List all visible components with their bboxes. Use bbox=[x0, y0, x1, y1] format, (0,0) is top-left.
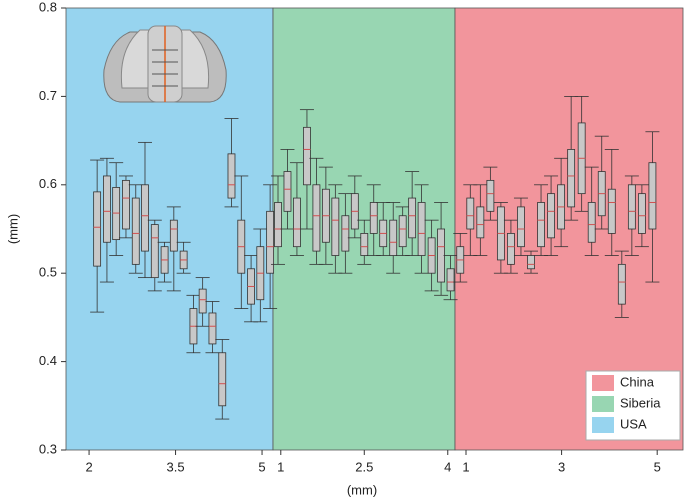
x-tick-label: 4 bbox=[444, 459, 451, 474]
inset-illustration bbox=[103, 25, 227, 103]
y-tick-label: 0.3 bbox=[39, 441, 57, 456]
box bbox=[567, 149, 576, 208]
box bbox=[476, 206, 485, 239]
box bbox=[227, 153, 236, 199]
x-tick-label: 2 bbox=[85, 459, 92, 474]
box bbox=[283, 171, 292, 212]
box bbox=[331, 197, 340, 256]
box bbox=[218, 352, 227, 407]
box bbox=[617, 263, 626, 305]
box bbox=[122, 179, 130, 230]
box bbox=[312, 184, 321, 252]
y-axis-label: (mm) bbox=[5, 214, 20, 244]
x-tick-label: 3.5 bbox=[167, 459, 185, 474]
box bbox=[141, 184, 149, 252]
box bbox=[466, 197, 475, 230]
x-tick-label: 5 bbox=[654, 459, 661, 474]
box bbox=[507, 233, 515, 265]
y-tick-label: 0.8 bbox=[39, 0, 57, 14]
box bbox=[369, 202, 378, 234]
box bbox=[486, 179, 495, 212]
x-axis-label: (mm) bbox=[347, 482, 377, 497]
box bbox=[360, 233, 369, 256]
box bbox=[103, 175, 111, 243]
y-tick-label: 0.4 bbox=[39, 353, 57, 368]
box bbox=[266, 210, 275, 274]
box bbox=[648, 162, 657, 230]
box bbox=[437, 228, 445, 283]
box bbox=[637, 193, 646, 234]
box bbox=[446, 268, 455, 292]
box bbox=[537, 202, 545, 248]
x-tick-label: 3 bbox=[558, 459, 565, 474]
box bbox=[274, 202, 282, 248]
box bbox=[417, 202, 426, 256]
box bbox=[398, 215, 407, 248]
legend-label: China bbox=[620, 374, 655, 389]
box bbox=[547, 193, 555, 239]
x-tick-label: 5 bbox=[258, 459, 265, 474]
x-tick-label: 1 bbox=[277, 459, 284, 474]
box bbox=[208, 312, 217, 345]
y-tick-label: 0.6 bbox=[39, 176, 57, 191]
y-tick-label: 0.5 bbox=[39, 265, 57, 280]
legend-swatch bbox=[592, 375, 614, 391]
legend-swatch bbox=[592, 396, 614, 412]
legend-label: USA bbox=[620, 416, 647, 431]
x-tick-label: 1 bbox=[462, 459, 469, 474]
box bbox=[408, 197, 417, 239]
box bbox=[131, 197, 140, 265]
box bbox=[517, 206, 525, 248]
x-tick-label: 2.5 bbox=[355, 459, 373, 474]
box bbox=[341, 215, 350, 252]
legend: China Siberia USA bbox=[585, 370, 681, 441]
box bbox=[389, 219, 398, 256]
box bbox=[93, 191, 102, 267]
box bbox=[198, 288, 207, 314]
box bbox=[607, 188, 616, 234]
legend-label: Siberia bbox=[620, 395, 661, 410]
box bbox=[587, 202, 596, 243]
box bbox=[169, 219, 178, 252]
y-tick-label: 0.7 bbox=[39, 88, 57, 103]
box bbox=[293, 197, 301, 248]
box bbox=[627, 184, 636, 230]
box bbox=[150, 224, 159, 279]
legend-swatch bbox=[592, 417, 614, 433]
box bbox=[527, 255, 535, 270]
box bbox=[303, 126, 311, 186]
